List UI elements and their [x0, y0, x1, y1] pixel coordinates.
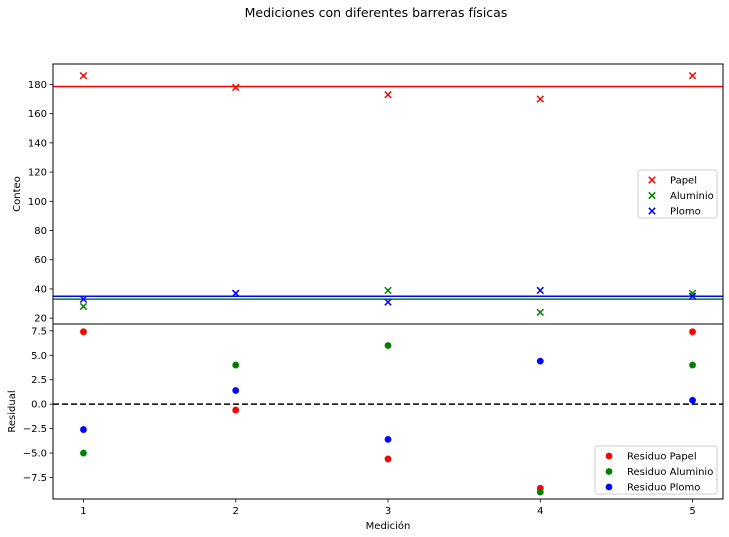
- legend-marker-aluminio-stroke-b: [648, 191, 656, 200]
- point-papel-4: [536, 95, 545, 103]
- y-tick-label: 40: [34, 284, 47, 295]
- point-papel-2-stroke-b: [231, 83, 240, 92]
- point-residuo-aluminio-1: [80, 449, 87, 457]
- y-tick-label: 2.5: [31, 375, 47, 386]
- y-tick-label: −5.0: [23, 449, 47, 460]
- x-axis-label: Medición: [366, 520, 411, 532]
- point-plomo-4-stroke-b: [536, 286, 545, 295]
- y-tick-label: 60: [34, 255, 47, 266]
- x-tick-label: 3: [385, 506, 391, 517]
- legend-marker-papel: [648, 176, 656, 184]
- point-residuo-papel-5: [689, 328, 696, 336]
- point-plomo-4: [536, 286, 545, 295]
- point-plomo-1-stroke-b: [79, 295, 88, 303]
- point-aluminio-1-stroke-b: [79, 302, 88, 311]
- x-tick-label: 1: [80, 506, 86, 517]
- point-residuo-aluminio-3: [384, 342, 392, 349]
- counts-panel: 20 40 60 80 100 120 140 160 180 Conteo Papel Alumin…: [12, 63, 724, 325]
- point-residuo-plomo-3: [384, 435, 392, 443]
- point-plomo-5: [688, 292, 697, 300]
- point-residuo-aluminio-4: [536, 488, 544, 496]
- point-residuo-plomo-1: [80, 426, 87, 433]
- y-tick-label: 7.5: [31, 326, 47, 337]
- point-plomo-2-stroke-b: [231, 289, 240, 298]
- legend-marker-plomo-stroke-b: [648, 207, 656, 215]
- x-tick-label: 4: [537, 506, 543, 517]
- point-papel-4-stroke-b: [536, 95, 545, 103]
- y-tick-label: 80: [34, 226, 47, 237]
- y-tick-label: 160: [28, 109, 47, 120]
- point-residuo-aluminio-5: [689, 361, 696, 369]
- y-tick-label: 120: [28, 168, 47, 179]
- point-residuo-papel-3: [384, 455, 392, 463]
- point-aluminio-5-stroke-b: [688, 289, 697, 298]
- y-tick-label: 20: [34, 314, 47, 325]
- x-tick-label: 2: [233, 506, 239, 517]
- legend-label-plomo: Plomo: [670, 207, 701, 218]
- point-aluminio-4-stroke-b: [536, 308, 545, 317]
- point-aluminio-3-stroke-b: [384, 286, 392, 295]
- legend-label-residuo-plomo: Residuo Plomo: [627, 483, 700, 494]
- point-papel-1-stroke-b: [79, 71, 88, 80]
- y-tick-label: −7.5: [23, 473, 47, 484]
- point-papel-2: [231, 83, 240, 92]
- point-papel-1: [79, 71, 88, 80]
- legend-marker-aluminio: [648, 191, 656, 200]
- x-tick-label: 5: [689, 506, 695, 517]
- y-axis-label: Residual: [7, 390, 18, 432]
- point-residuo-plomo-5: [689, 396, 696, 404]
- point-papel-3-stroke-b: [384, 90, 392, 99]
- point-aluminio-3: [384, 286, 392, 295]
- legend-frame: [637, 169, 718, 219]
- y-axis-label: Conteo: [12, 176, 23, 212]
- legend-marker-residuo-papel: [605, 452, 613, 460]
- y-tick-label: 140: [28, 138, 47, 149]
- legend-marker-residuo-plomo: [605, 483, 613, 491]
- point-plomo-5-stroke-b: [688, 292, 697, 300]
- legend-label-aluminio: Aluminio: [670, 191, 714, 202]
- legend-frame: [594, 445, 718, 495]
- point-papel-5-stroke-b: [688, 71, 697, 80]
- y-tick-label: 100: [28, 197, 47, 208]
- point-plomo-3: [384, 298, 392, 306]
- legend-marker-residuo-aluminio: [605, 468, 613, 475]
- point-residuo-plomo-2: [232, 387, 240, 394]
- point-plomo-3-stroke-b: [384, 298, 392, 306]
- legend-marker-papel-stroke-b: [648, 176, 656, 184]
- figure-title: Mediciones con diferentes barreras físic…: [245, 5, 508, 20]
- point-aluminio-4: [536, 308, 545, 317]
- y-tick-label: 180: [28, 80, 47, 91]
- legend: Papel Aluminio Plomo: [637, 169, 718, 219]
- point-aluminio-1: [79, 302, 88, 311]
- point-plomo-2: [231, 289, 240, 298]
- point-residuo-plomo-4: [536, 357, 544, 365]
- axes-frame: [52, 63, 724, 325]
- point-papel-5: [688, 71, 697, 80]
- point-residuo-aluminio-2: [232, 361, 240, 369]
- point-residuo-papel-2: [232, 406, 240, 414]
- legend-label-residuo-aluminio: Residuo Aluminio: [627, 467, 713, 478]
- y-tick-label: 5.0: [31, 351, 47, 362]
- residuals-panel: −7.5 −5.0 −2.5 0.0 2.5 5.0 7.5 1 2 3 4 5 Medición Res…: [7, 323, 724, 532]
- legend-marker-plomo: [648, 207, 656, 215]
- y-tick-label: 0.0: [31, 400, 47, 411]
- legend-label-papel: Papel: [670, 176, 697, 187]
- point-plomo-1: [79, 295, 88, 303]
- point-residuo-papel-1: [80, 328, 87, 336]
- y-tick-label: −2.5: [23, 424, 47, 435]
- point-papel-3: [384, 90, 392, 99]
- legend-label-residuo-papel: Residuo Papel: [627, 452, 697, 463]
- point-aluminio-5: [688, 289, 697, 298]
- legend: Residuo Papel Residuo Aluminio Residuo Plo…: [594, 445, 718, 495]
